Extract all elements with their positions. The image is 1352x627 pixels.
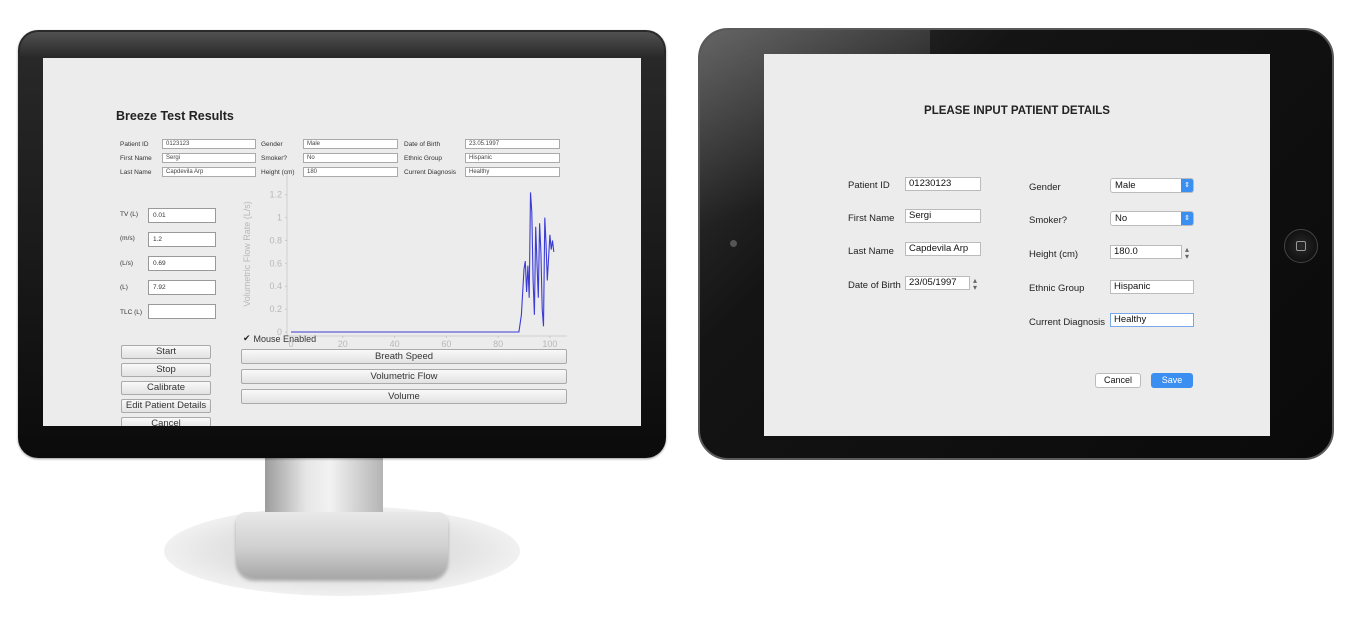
ethnic-group-input[interactable]: Hispanic: [1110, 280, 1194, 294]
y-tick-label: 0.2: [269, 304, 282, 314]
first-name-label: First Name: [848, 213, 895, 224]
mouse-enabled-label: Mouse Enabled: [253, 333, 317, 344]
smoker-select[interactable]: No ⇕: [1110, 211, 1194, 226]
app-title: Breeze Test Results: [116, 109, 234, 123]
dob-input[interactable]: 23/05/1997: [905, 276, 970, 290]
y-axis-label: Volumetric Flow Rate (L/s): [242, 201, 252, 307]
dob-label: Date of Birth: [404, 141, 441, 148]
monitor-stand-neck: [265, 458, 383, 520]
patient-id-label: Patient ID: [120, 141, 149, 148]
flow-label: (L/s): [120, 260, 133, 267]
y-tick-label: 1: [277, 213, 282, 223]
height-field[interactable]: 180: [303, 167, 398, 177]
camera-icon: [730, 240, 737, 247]
desktop-monitor: Breeze Test Results Patient ID 0123123 G…: [18, 30, 666, 458]
smoker-field[interactable]: No: [303, 153, 398, 163]
volumetric-flow-button[interactable]: Volumetric Flow: [241, 369, 567, 384]
diagnosis-field[interactable]: Healthy: [465, 167, 560, 177]
flow-field[interactable]: 0.69: [148, 256, 216, 271]
y-tick-label: 0.8: [269, 235, 282, 245]
calibrate-button[interactable]: Calibrate: [121, 381, 211, 395]
checkmark-icon: ✔: [243, 333, 251, 343]
x-tick-label: 0: [288, 339, 293, 349]
smoker-value: No: [1115, 213, 1128, 224]
form-title: PLEASE INPUT PATIENT DETAILS: [924, 105, 1110, 117]
home-button-icon[interactable]: [1284, 229, 1318, 263]
monitor-stand-base: [236, 512, 448, 578]
x-tick-label: 20: [338, 339, 348, 349]
first-name-label: First Name: [120, 155, 152, 162]
ipad-device: PLEASE INPUT PATIENT DETAILS Patient ID …: [698, 28, 1334, 460]
x-tick-label: 40: [390, 339, 400, 349]
ipad-screen: PLEASE INPUT PATIENT DETAILS Patient ID …: [764, 54, 1270, 436]
x-tick-label: 100: [542, 339, 557, 349]
x-tick-label: 80: [493, 339, 503, 349]
last-name-label: Last Name: [120, 169, 152, 176]
patient-id-input[interactable]: 01230123: [905, 177, 981, 191]
cancel-button[interactable]: Cancel: [121, 417, 211, 426]
dob-stepper-icon[interactable]: ▴ ▾: [973, 276, 978, 292]
y-tick-label: 0.4: [269, 281, 282, 291]
first-name-field[interactable]: Sergi: [162, 153, 256, 163]
diagnosis-label: Current Diagnosis: [1029, 317, 1106, 328]
last-name-field[interactable]: Capdevila Arp: [162, 167, 256, 177]
speed-label: (m/s): [120, 235, 135, 242]
y-tick-label: 1.2: [269, 190, 282, 200]
monitor-gloss: [20, 32, 664, 58]
volume-button[interactable]: Volume: [241, 389, 567, 404]
gender-label: Gender: [1029, 182, 1061, 193]
last-name-label: Last Name: [848, 246, 894, 257]
height-label: Height (cm): [1029, 249, 1079, 260]
last-name-input[interactable]: Capdevila Arp: [905, 242, 981, 256]
diagnosis-input[interactable]: Healthy: [1110, 313, 1194, 327]
x-tick-label: 60: [441, 339, 451, 349]
gender-value: Male: [1115, 180, 1136, 191]
y-tick-label: 0.6: [269, 258, 282, 268]
speed-field[interactable]: 1.2: [148, 232, 216, 247]
smoker-label: Smoker?: [1029, 215, 1068, 226]
select-arrows-icon: ⇕: [1181, 179, 1193, 192]
start-button[interactable]: Start: [121, 345, 211, 359]
stop-button[interactable]: Stop: [121, 363, 211, 377]
gender-label: Gender: [261, 141, 283, 148]
gender-select[interactable]: Male ⇕: [1110, 178, 1194, 193]
ethnic-group-label: Ethnic Group: [1029, 283, 1085, 294]
patient-id-field[interactable]: 0123123: [162, 139, 256, 149]
monitor-screen: Breeze Test Results Patient ID 0123123 G…: [43, 58, 641, 426]
tlc-field[interactable]: [148, 304, 216, 319]
tv-field[interactable]: 0.01: [148, 208, 216, 223]
breath-speed-button[interactable]: Breath Speed: [241, 349, 567, 364]
gender-field[interactable]: Male: [303, 139, 398, 149]
volume-field[interactable]: 7.92: [148, 280, 216, 295]
dob-label: Date of Birth: [848, 280, 901, 291]
ethnic-group-label: Ethnic Group: [404, 155, 442, 162]
edit-patient-button[interactable]: Edit Patient Details: [121, 399, 211, 413]
flow-rate-chart: 00.20.40.60.811.2020406080100Time (s)Vol…: [242, 172, 567, 360]
dob-field[interactable]: 23.05.1997: [465, 139, 560, 149]
tlc-label: TLC (L): [120, 309, 143, 316]
height-label: Height (cm): [261, 169, 295, 176]
patient-id-label: Patient ID: [848, 180, 890, 191]
flow-series-line: [291, 192, 555, 333]
ethnic-group-field[interactable]: Hispanic: [465, 153, 560, 163]
y-tick-label: 0: [277, 327, 282, 337]
mouse-enabled-checkbox[interactable]: ✔ Mouse Enabled: [243, 333, 316, 344]
first-name-input[interactable]: Sergi: [905, 209, 981, 223]
height-input[interactable]: 180.0: [1110, 245, 1182, 259]
height-stepper-icon[interactable]: ▴ ▾: [1185, 245, 1190, 261]
smoker-label: Smoker?: [261, 155, 288, 162]
save-button[interactable]: Save: [1151, 373, 1193, 388]
diagnosis-label: Current Diagnosis: [404, 169, 457, 176]
cancel-button[interactable]: Cancel: [1095, 373, 1141, 388]
tv-label: TV (L): [120, 211, 139, 218]
select-arrows-icon: ⇕: [1181, 212, 1193, 225]
volume-label: (L): [120, 284, 128, 291]
